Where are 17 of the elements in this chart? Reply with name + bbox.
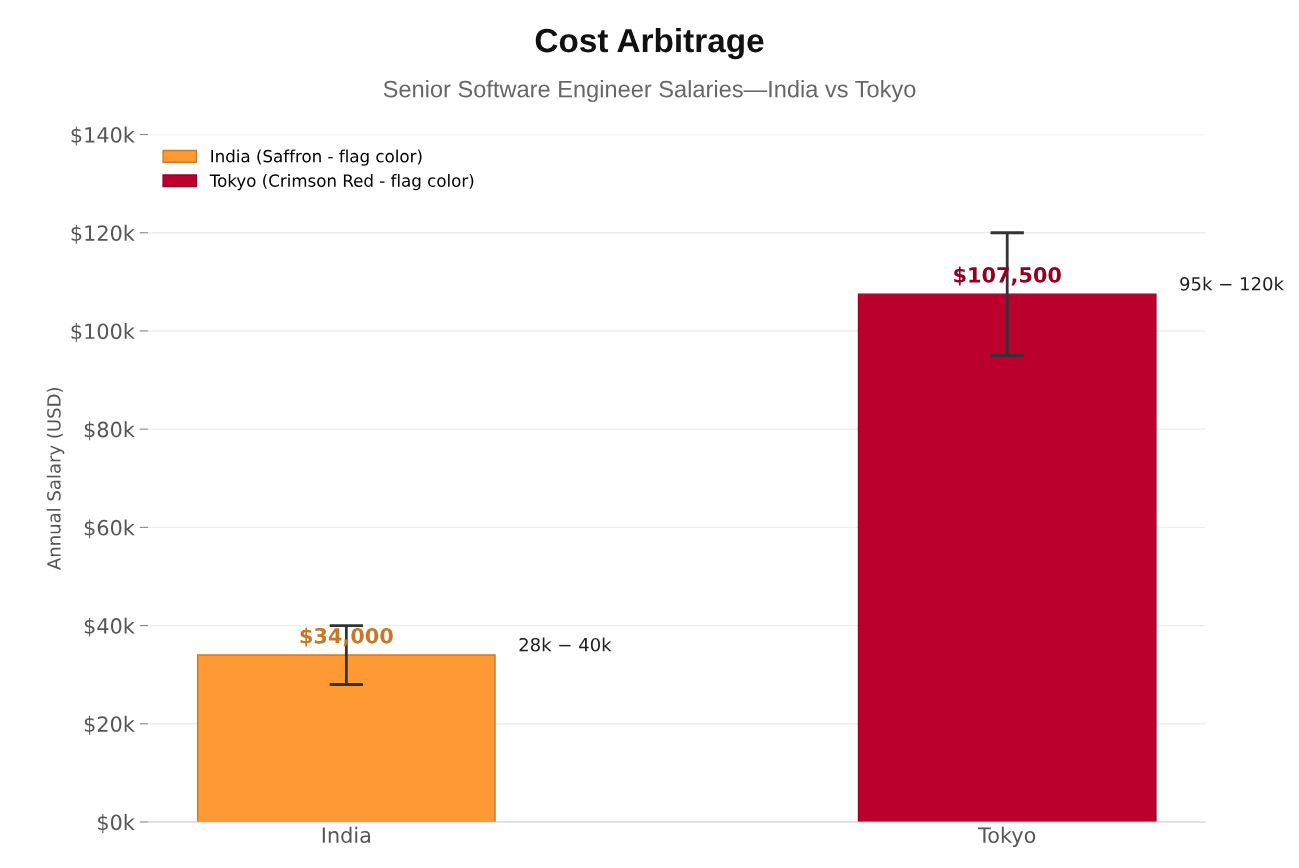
y-tick-label: $80k: [84, 421, 135, 441]
y-tick-label: $140k: [71, 126, 135, 146]
y-tick-label: $20k: [84, 715, 135, 735]
annotation: 95k − 120k: [1180, 276, 1284, 291]
chart-subtitle: Senior Software Engineer Salaries—India vs Tokyo: [383, 80, 916, 103]
y-axis-title: Annual Salary (USD): [46, 388, 65, 570]
annotation: 28k − 40k: [519, 637, 612, 652]
chart-title: Cost Arbitrage: [535, 27, 764, 60]
y-tick-label: $40k: [84, 617, 135, 637]
legend-label: Tokyo (Crimson Red - flag color): [209, 174, 474, 191]
y-tick-label: $0k: [98, 814, 135, 833]
legend-label: India (Saffron - flag color): [211, 149, 422, 166]
y-tick-label: $60k: [84, 519, 135, 539]
x-tick-label: India: [322, 826, 371, 843]
y-tick-label: $120k: [71, 224, 135, 244]
x-tick-label: Tokyo: [977, 826, 1036, 848]
y-tick-label: $100k: [71, 323, 135, 342]
